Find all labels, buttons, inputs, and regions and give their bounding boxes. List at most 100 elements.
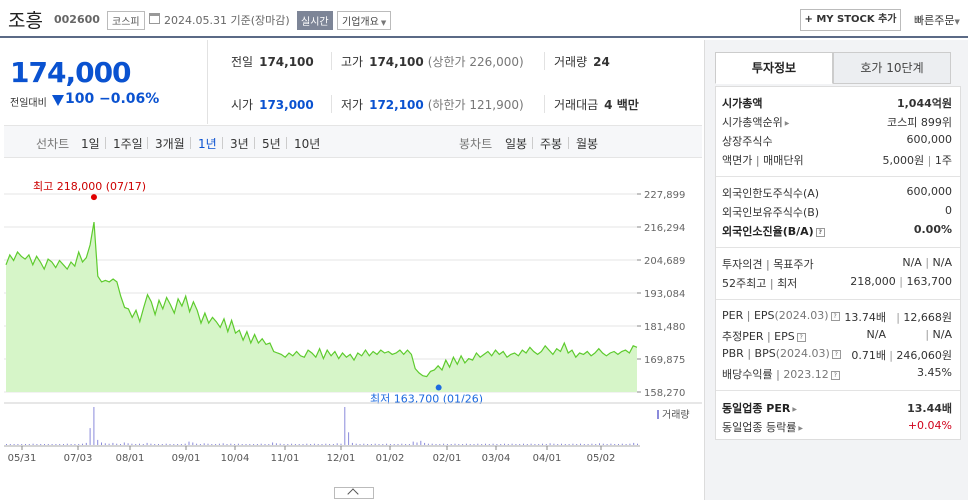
- volume-bar: [207, 443, 209, 445]
- sector-per-label[interactable]: 동일업종 PER ▶: [722, 400, 797, 416]
- separator: |: [762, 258, 774, 271]
- period-1d[interactable]: 1일: [81, 137, 100, 151]
- volume-bar: [530, 443, 532, 445]
- low-price: 저가 172,100 (하한가 121,900): [341, 96, 524, 113]
- add-mystock-button[interactable]: + MY STOCK 추가: [800, 9, 901, 31]
- separator: |: [772, 368, 784, 381]
- volume-bar: [580, 443, 581, 445]
- market-cap-rank-text: 시가총액순위: [722, 116, 783, 129]
- y-tick-label: 169,875: [644, 355, 685, 366]
- foreign-limit-value: 600,000: [906, 185, 953, 198]
- y-tick-label: 216,294: [644, 223, 685, 234]
- company-overview-button[interactable]: 기업개요 ▼: [337, 11, 392, 30]
- help-icon[interactable]: ?: [830, 311, 840, 321]
- candle-chart-label[interactable]: 봉차트: [459, 137, 493, 151]
- volume-bar: [469, 444, 471, 445]
- volume-bar: [351, 442, 353, 445]
- volume-bar: [291, 443, 293, 445]
- volume-bar: [602, 443, 604, 445]
- volume-bar: [55, 444, 57, 445]
- volume-bar: [481, 444, 483, 445]
- volume-bar: [633, 442, 635, 445]
- stock-header: 조흥 002600 코스피 2024.05.31 기준(장마감) 실시간 기업개…: [0, 0, 968, 38]
- candle-weekly[interactable]: 주봉: [540, 137, 563, 151]
- volume-bar: [165, 443, 167, 445]
- volume-bar: [576, 444, 578, 445]
- face-value-value: 5,000원 | 1주: [883, 152, 952, 168]
- per-row: PER | EPS(2024.03)? 13.74배 | 12,668원: [716, 309, 960, 327]
- volume-bar: [180, 444, 182, 445]
- market-cap-rank-row: 시가총액순위 ▶ 코스피 899위: [716, 114, 960, 132]
- est-per-label: 추정PER | EPS?: [722, 328, 806, 344]
- volume-bar: [275, 443, 277, 445]
- trade-unit-num: 1주: [934, 154, 952, 167]
- volume-bar: [21, 444, 23, 445]
- volume-bar: [116, 443, 118, 445]
- period-1y[interactable]: 1년: [198, 137, 217, 151]
- volume-bar: [408, 444, 410, 445]
- wk52-high-text: 52주최고: [722, 277, 767, 290]
- divider: [544, 52, 545, 70]
- volume-bar: [196, 443, 198, 445]
- line-chart-label[interactable]: 선차트: [36, 137, 70, 151]
- volume-bar: [59, 444, 61, 445]
- volume-bar: [139, 443, 140, 445]
- target-num: N/A: [932, 256, 952, 269]
- help-icon[interactable]: ?: [831, 349, 841, 359]
- period-10y[interactable]: 10년: [294, 137, 321, 151]
- volume-bar: [40, 444, 42, 445]
- volume-bar: [317, 444, 319, 445]
- help-icon[interactable]: ?: [830, 370, 840, 380]
- realtime-button[interactable]: 실시간: [297, 11, 333, 30]
- volume-bar: [89, 428, 91, 445]
- volume-bar: [610, 443, 612, 445]
- x-tick-label: 10/04: [221, 453, 250, 464]
- volume-bar: [101, 442, 102, 445]
- period-5y[interactable]: 5년: [262, 137, 281, 151]
- help-icon[interactable]: ?: [815, 227, 825, 237]
- x-tick-label: 08/01: [116, 453, 145, 464]
- volume-bar: [146, 442, 148, 445]
- volume-bar: [485, 443, 486, 445]
- x-tick-label: 12/01: [327, 453, 356, 464]
- volume-bar: [450, 444, 452, 445]
- period-1w[interactable]: 1주일: [113, 137, 143, 151]
- market-cap-value: 1,044억원: [896, 97, 952, 110]
- market-cap-rank-label[interactable]: 시가총액순위 ▶: [722, 114, 789, 130]
- x-tick-label: 03/04: [482, 453, 511, 464]
- separator: |: [766, 277, 778, 290]
- candle-daily[interactable]: 일봉: [505, 137, 528, 151]
- separator: |: [896, 311, 904, 324]
- amount-label: 거래대금: [554, 98, 599, 112]
- period-3y[interactable]: 3년: [230, 137, 249, 151]
- quick-order-button[interactable]: 빠른주문▼: [914, 12, 960, 28]
- foreign-ratio-row: 외국인소진율(B/A)? 0.00%: [716, 223, 960, 241]
- volume-bar: [142, 444, 144, 445]
- collapse-chart-button[interactable]: [334, 487, 374, 500]
- help-icon[interactable]: ?: [796, 332, 806, 342]
- volume-bar: [473, 444, 475, 445]
- volume-bar: [173, 444, 175, 445]
- tab-investment-info[interactable]: 투자정보: [715, 52, 833, 84]
- price-line: [5, 221, 638, 378]
- volume-legend-label: 거래량: [662, 409, 690, 421]
- sector-change-label[interactable]: 동일업종 등락률 ▶: [722, 419, 803, 435]
- divider: [716, 247, 960, 248]
- volume-bar: [245, 444, 247, 445]
- eps-value-wrap: | 12,668원: [896, 309, 952, 325]
- period-3m[interactable]: 3개월: [155, 137, 185, 151]
- volume-bar: [241, 444, 243, 445]
- face-value-text: 액면가: [722, 154, 753, 167]
- volume-bar: [249, 444, 251, 445]
- low-value: 172,100: [369, 98, 424, 112]
- chart-period-bar: 선차트 1일 1주일 3개월 1년 3년 5년 10년 봉차트 일봉 주봉 월봉: [4, 125, 702, 158]
- volume-bar: [397, 444, 399, 445]
- volume-bar: [253, 444, 255, 445]
- volume-bar: [355, 443, 357, 445]
- candle-monthly[interactable]: 월봉: [576, 137, 599, 151]
- volume-bar: [564, 444, 566, 445]
- est-eps-value: N/A: [932, 328, 952, 341]
- price-chart[interactable]: 227,899 216,294 204,689 193,084 181,480 169,8…: [0, 159, 702, 484]
- tab-orderbook[interactable]: 호가 10단계: [833, 52, 951, 84]
- pbr-text: PBR: [722, 347, 744, 360]
